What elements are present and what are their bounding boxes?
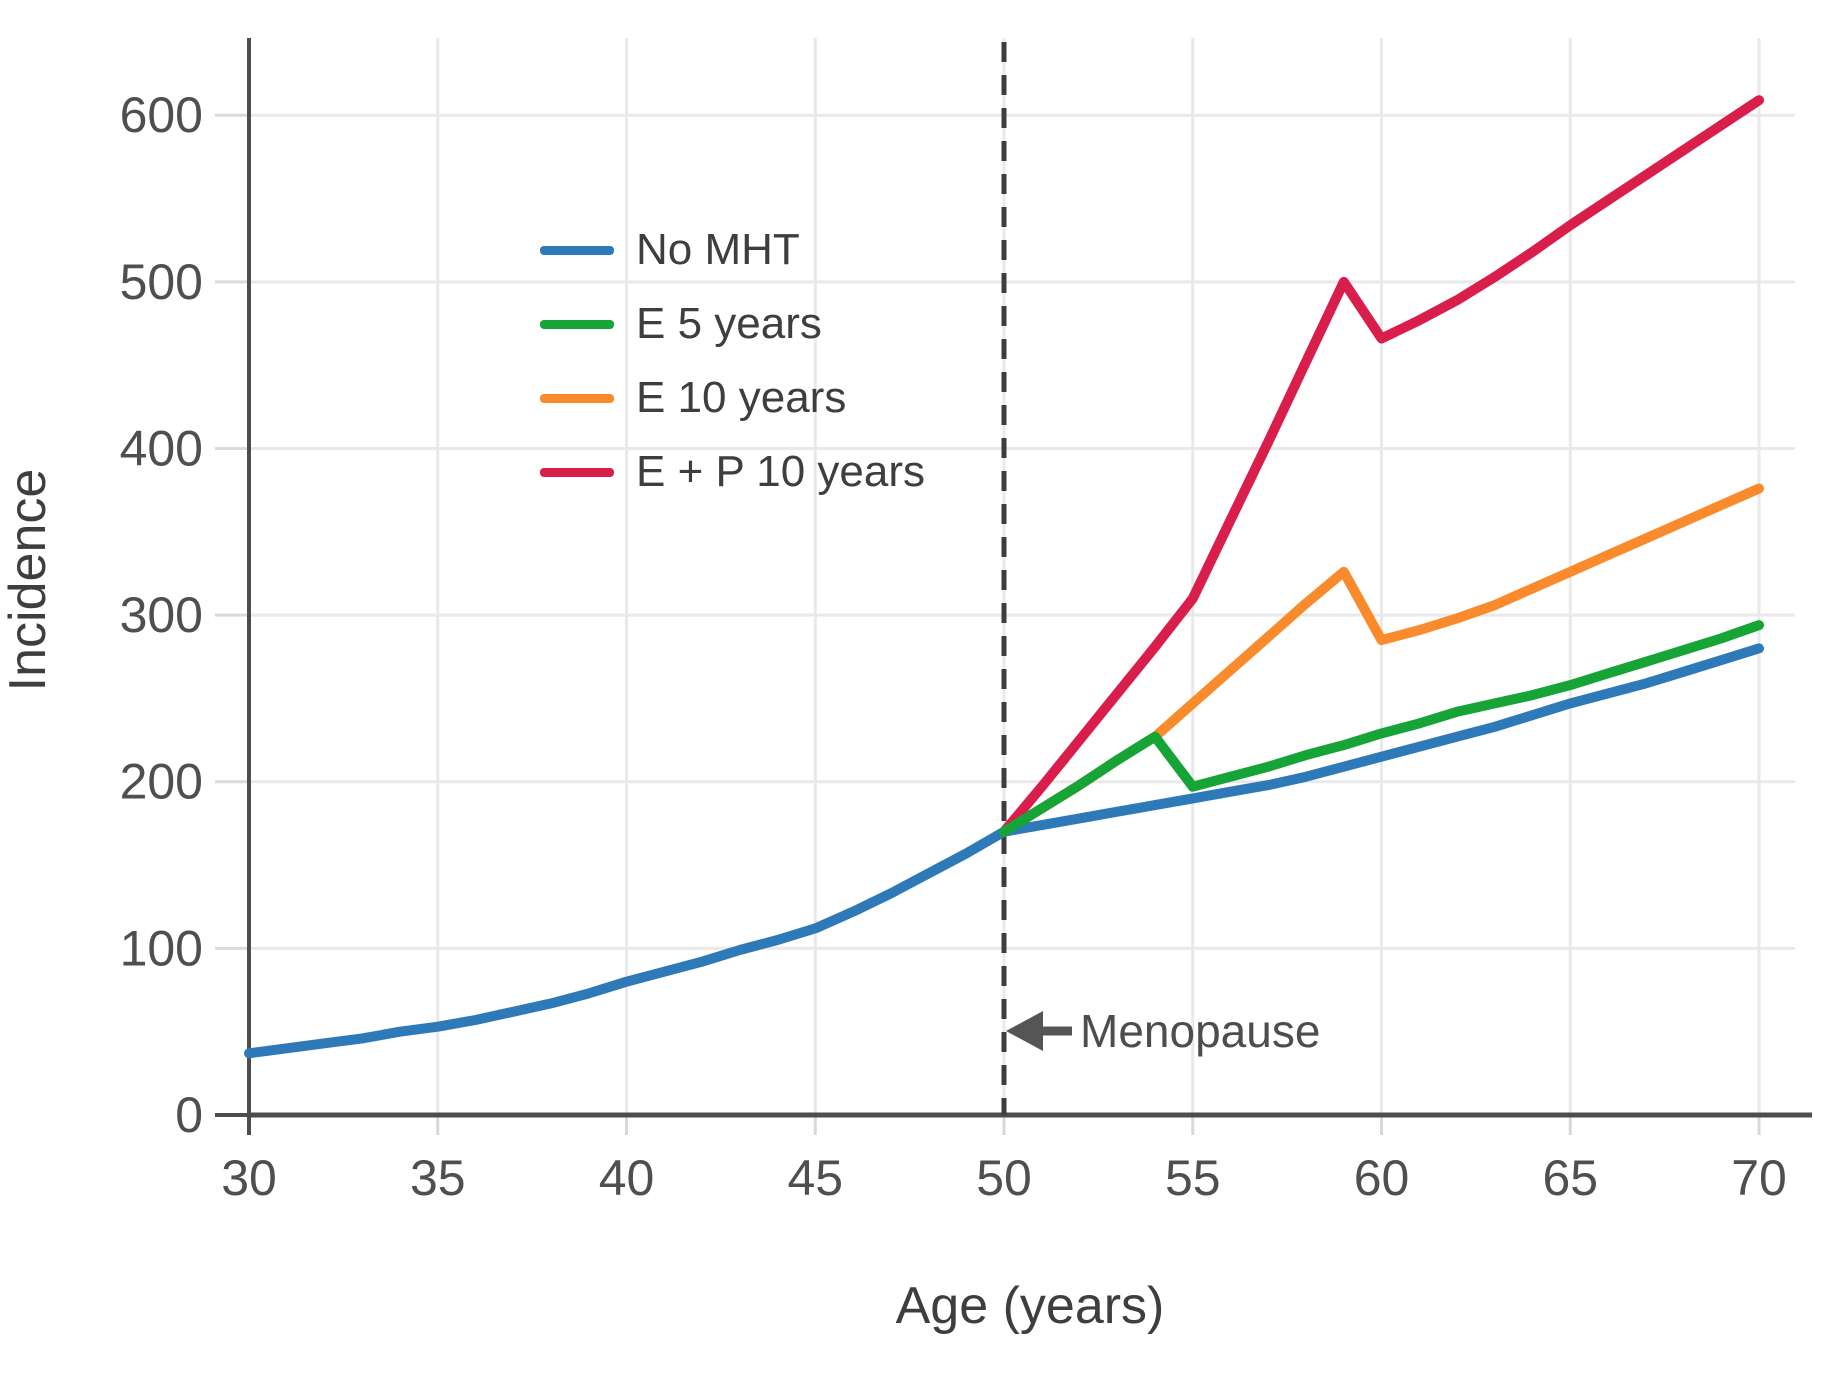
tick-labels: 0 100 200 300 400 500 600 30 35 40 45 50 55 60 65 70 <box>120 87 1787 1206</box>
x-tick-label: 45 <box>787 1150 843 1206</box>
legend-item-e-5-years: E 5 years <box>540 287 925 361</box>
y-tick-label: 100 <box>120 920 203 976</box>
y-tick-label: 200 <box>120 754 203 810</box>
x-tick-label: 30 <box>221 1150 277 1206</box>
legend-label: E 10 years <box>636 373 847 422</box>
legend-label: No MHT <box>636 225 800 274</box>
legend-item-e-p-10-years: E + P 10 years <box>540 435 925 509</box>
data-series-lines <box>244 95 1764 1059</box>
legend-item-e-10-years: E 10 years <box>540 361 925 435</box>
x-tick-label: 40 <box>599 1150 655 1206</box>
no-mht-line-swatch <box>540 245 614 255</box>
x-tick-label: 35 <box>410 1150 466 1206</box>
y-tick-label: 500 <box>120 254 203 310</box>
axis-spines <box>247 38 1812 1135</box>
left-arrow-icon <box>1006 1011 1072 1051</box>
x-tick-label: 55 <box>1165 1150 1221 1206</box>
e-p-10-years-line-swatch <box>540 467 614 477</box>
legend: No MHT E 5 years E 10 years E + P 10 yea… <box>540 213 925 509</box>
y-axis-title: Incidence <box>0 468 57 692</box>
y-tick-label: 600 <box>120 87 203 143</box>
series-line-e-5-years <box>999 620 1764 837</box>
menopause-annotation-text: Menopause <box>1080 1005 1320 1057</box>
x-tick-label: 70 <box>1731 1150 1787 1206</box>
legend-item-no-mht: No MHT <box>540 213 925 287</box>
legend-label: E 5 years <box>636 299 822 348</box>
x-tick-label: 65 <box>1542 1150 1598 1206</box>
y-tick-label: 0 <box>175 1087 203 1143</box>
x-tick-label: 60 <box>1354 1150 1410 1206</box>
e-5-years-line-swatch <box>540 319 614 329</box>
legend-label: E + P 10 years <box>636 447 926 496</box>
y-tick-label: 300 <box>120 587 203 643</box>
x-tick-label: 50 <box>976 1150 1032 1206</box>
menopause-annotation: Menopause <box>1006 1005 1320 1057</box>
e-10-years-line-swatch <box>540 393 614 403</box>
series-line-e-p-10-years <box>999 95 1764 837</box>
axis-ticks <box>215 113 1761 1135</box>
x-axis-title: Age (years) <box>895 1277 1165 1335</box>
y-tick-label: 400 <box>120 420 203 476</box>
